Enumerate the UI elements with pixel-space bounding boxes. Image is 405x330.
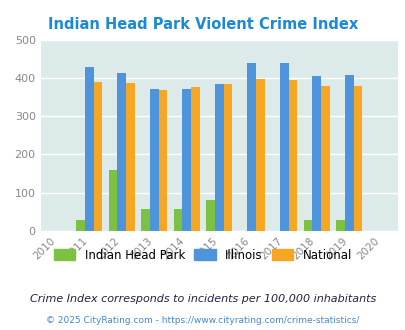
Bar xyxy=(85,67,94,231)
Bar xyxy=(117,73,126,231)
Bar xyxy=(344,75,353,231)
Bar xyxy=(311,76,320,231)
Bar xyxy=(214,84,223,231)
Legend: Indian Head Park, Illinois, National: Indian Head Park, Illinois, National xyxy=(49,244,356,266)
Bar xyxy=(191,87,199,231)
Bar xyxy=(149,88,158,231)
Bar xyxy=(247,63,256,231)
Bar xyxy=(94,82,102,231)
Bar xyxy=(353,86,361,231)
Bar xyxy=(141,209,149,231)
Bar xyxy=(182,89,191,231)
Bar xyxy=(126,83,134,231)
Bar xyxy=(335,219,344,231)
Text: Indian Head Park Violent Crime Index: Indian Head Park Violent Crime Index xyxy=(48,17,357,32)
Bar xyxy=(173,209,182,231)
Text: Crime Index corresponds to incidents per 100,000 inhabitants: Crime Index corresponds to incidents per… xyxy=(30,294,375,304)
Bar xyxy=(256,79,264,231)
Bar xyxy=(288,80,296,231)
Text: © 2025 CityRating.com - https://www.cityrating.com/crime-statistics/: © 2025 CityRating.com - https://www.city… xyxy=(46,315,359,325)
Bar xyxy=(223,84,232,231)
Bar xyxy=(158,90,167,231)
Bar xyxy=(76,219,85,231)
Bar xyxy=(109,170,117,231)
Bar xyxy=(303,219,311,231)
Bar xyxy=(279,63,288,231)
Bar xyxy=(320,86,329,231)
Bar xyxy=(206,200,214,231)
